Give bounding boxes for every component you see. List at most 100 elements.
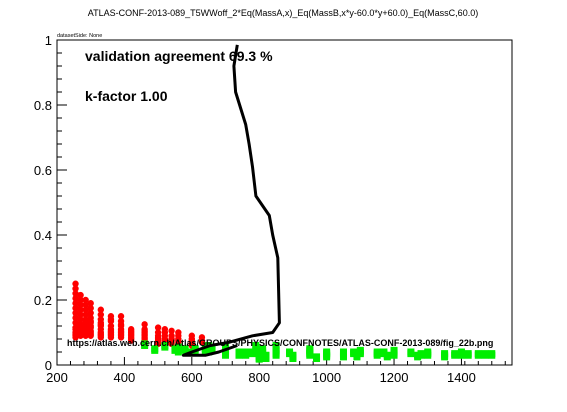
excluded-point [72,304,79,312]
excluded-point [77,301,84,309]
allowed-point [441,353,449,361]
excluded-point [77,291,84,299]
excluded-point [127,327,135,335]
excluded-point [168,327,175,335]
chart-title: ATLAS-CONF-2013-089_T5WWoff_2*Eq(MassA,x… [88,8,478,18]
excluded-point [97,306,105,313]
allowed-point [474,351,482,359]
source-url-label: https://atlas.web.cern.ch/Atlas/GROUPS/P… [67,338,493,348]
excluded-point [82,296,89,304]
x-tick-label: 200 [46,370,68,385]
allowed-point [208,346,216,354]
excluded-point [72,319,79,326]
excluded-point [107,326,115,333]
allowed-point [417,351,425,359]
excluded-point [141,327,148,335]
excluded-point [82,301,89,309]
allowed-point [222,351,230,359]
allowed-point [174,343,182,351]
x-tick-label: 600 [181,370,203,385]
allowed-point [306,351,314,359]
excluded-point [77,306,84,313]
excluded-point [154,324,162,331]
allowed-point [141,342,149,349]
allowed-point [272,351,280,359]
x-tick-label: 400 [114,370,136,385]
allowed-point [390,351,398,359]
excluded-point [127,337,135,344]
allowed-point [161,343,169,351]
y-tick-label: 0.6 [34,163,52,178]
excluded-point [87,322,94,330]
allowed-point [356,350,364,358]
allowed-point [339,353,347,361]
excluded-point [72,309,79,317]
allowed-point [323,353,331,361]
allowed-point [407,350,415,358]
excluded-point [87,332,94,339]
plot-frame [56,39,513,366]
excluded-point [117,321,125,328]
allowed-point [181,346,189,354]
y-tick-label: 0.8 [34,98,52,113]
allowed-point [235,351,243,359]
dataset-label: datasetSide: None [57,33,102,39]
allowed-point [481,351,489,359]
excluded-point [117,326,125,333]
allowed-point [313,355,321,362]
excluded-point [97,334,105,341]
excluded-point [107,316,115,323]
y-tick-label: 0.2 [34,293,52,308]
x-tick-label: 1000 [312,370,341,385]
excluded-point [72,280,79,287]
excluded-point [77,316,84,323]
excluded-point [117,334,125,341]
allowed-point [262,355,270,362]
excluded-point [82,322,89,330]
allowed-point [424,351,432,359]
excluded-point [117,313,125,320]
excluded-point [72,334,79,341]
y-tick-label: 1 [45,33,52,48]
k-factor-label: k-factor 1.00 [85,88,168,104]
excluded-point [72,295,79,302]
excluded-point [82,332,89,339]
excluded-point [87,309,94,317]
excluded-point [82,306,89,313]
allowed-point [255,355,263,363]
allowed-point [174,348,182,356]
y-tick-label: 0.4 [34,228,52,243]
excluded-points-group [72,280,206,349]
excluded-point [198,339,206,346]
allowed-point [242,351,250,359]
excluded-point [97,311,105,318]
y-tick-label: 0 [45,358,52,373]
excluded-point [87,304,94,312]
allowed-point [289,355,297,362]
excluded-point [87,327,94,335]
excluded-point [82,327,89,335]
excluded-point [72,285,79,292]
excluded-point [82,311,89,318]
excluded-point [77,322,84,330]
excluded-point [72,300,79,307]
x-tick-label: 1400 [447,370,476,385]
allowed-point [151,346,159,354]
excluded-point [97,319,105,326]
excluded-point [77,311,84,318]
excluded-point [87,300,94,307]
excluded-point [72,314,79,322]
allowed-point [383,353,391,361]
excluded-point [72,290,79,297]
x-tick-label: 800 [248,370,270,385]
axes-group: 200 400 600 800 1000 1200 1400 0 0.2 0.4 0.6 0.8 1 [34,33,506,385]
contour-group [181,44,281,357]
exclusion-contour-line [181,44,281,357]
allowed-point [488,351,496,359]
allowed-point [373,351,381,359]
excluded-point [141,321,148,328]
allowed-point [457,351,465,359]
allowed-points-group [141,340,496,363]
